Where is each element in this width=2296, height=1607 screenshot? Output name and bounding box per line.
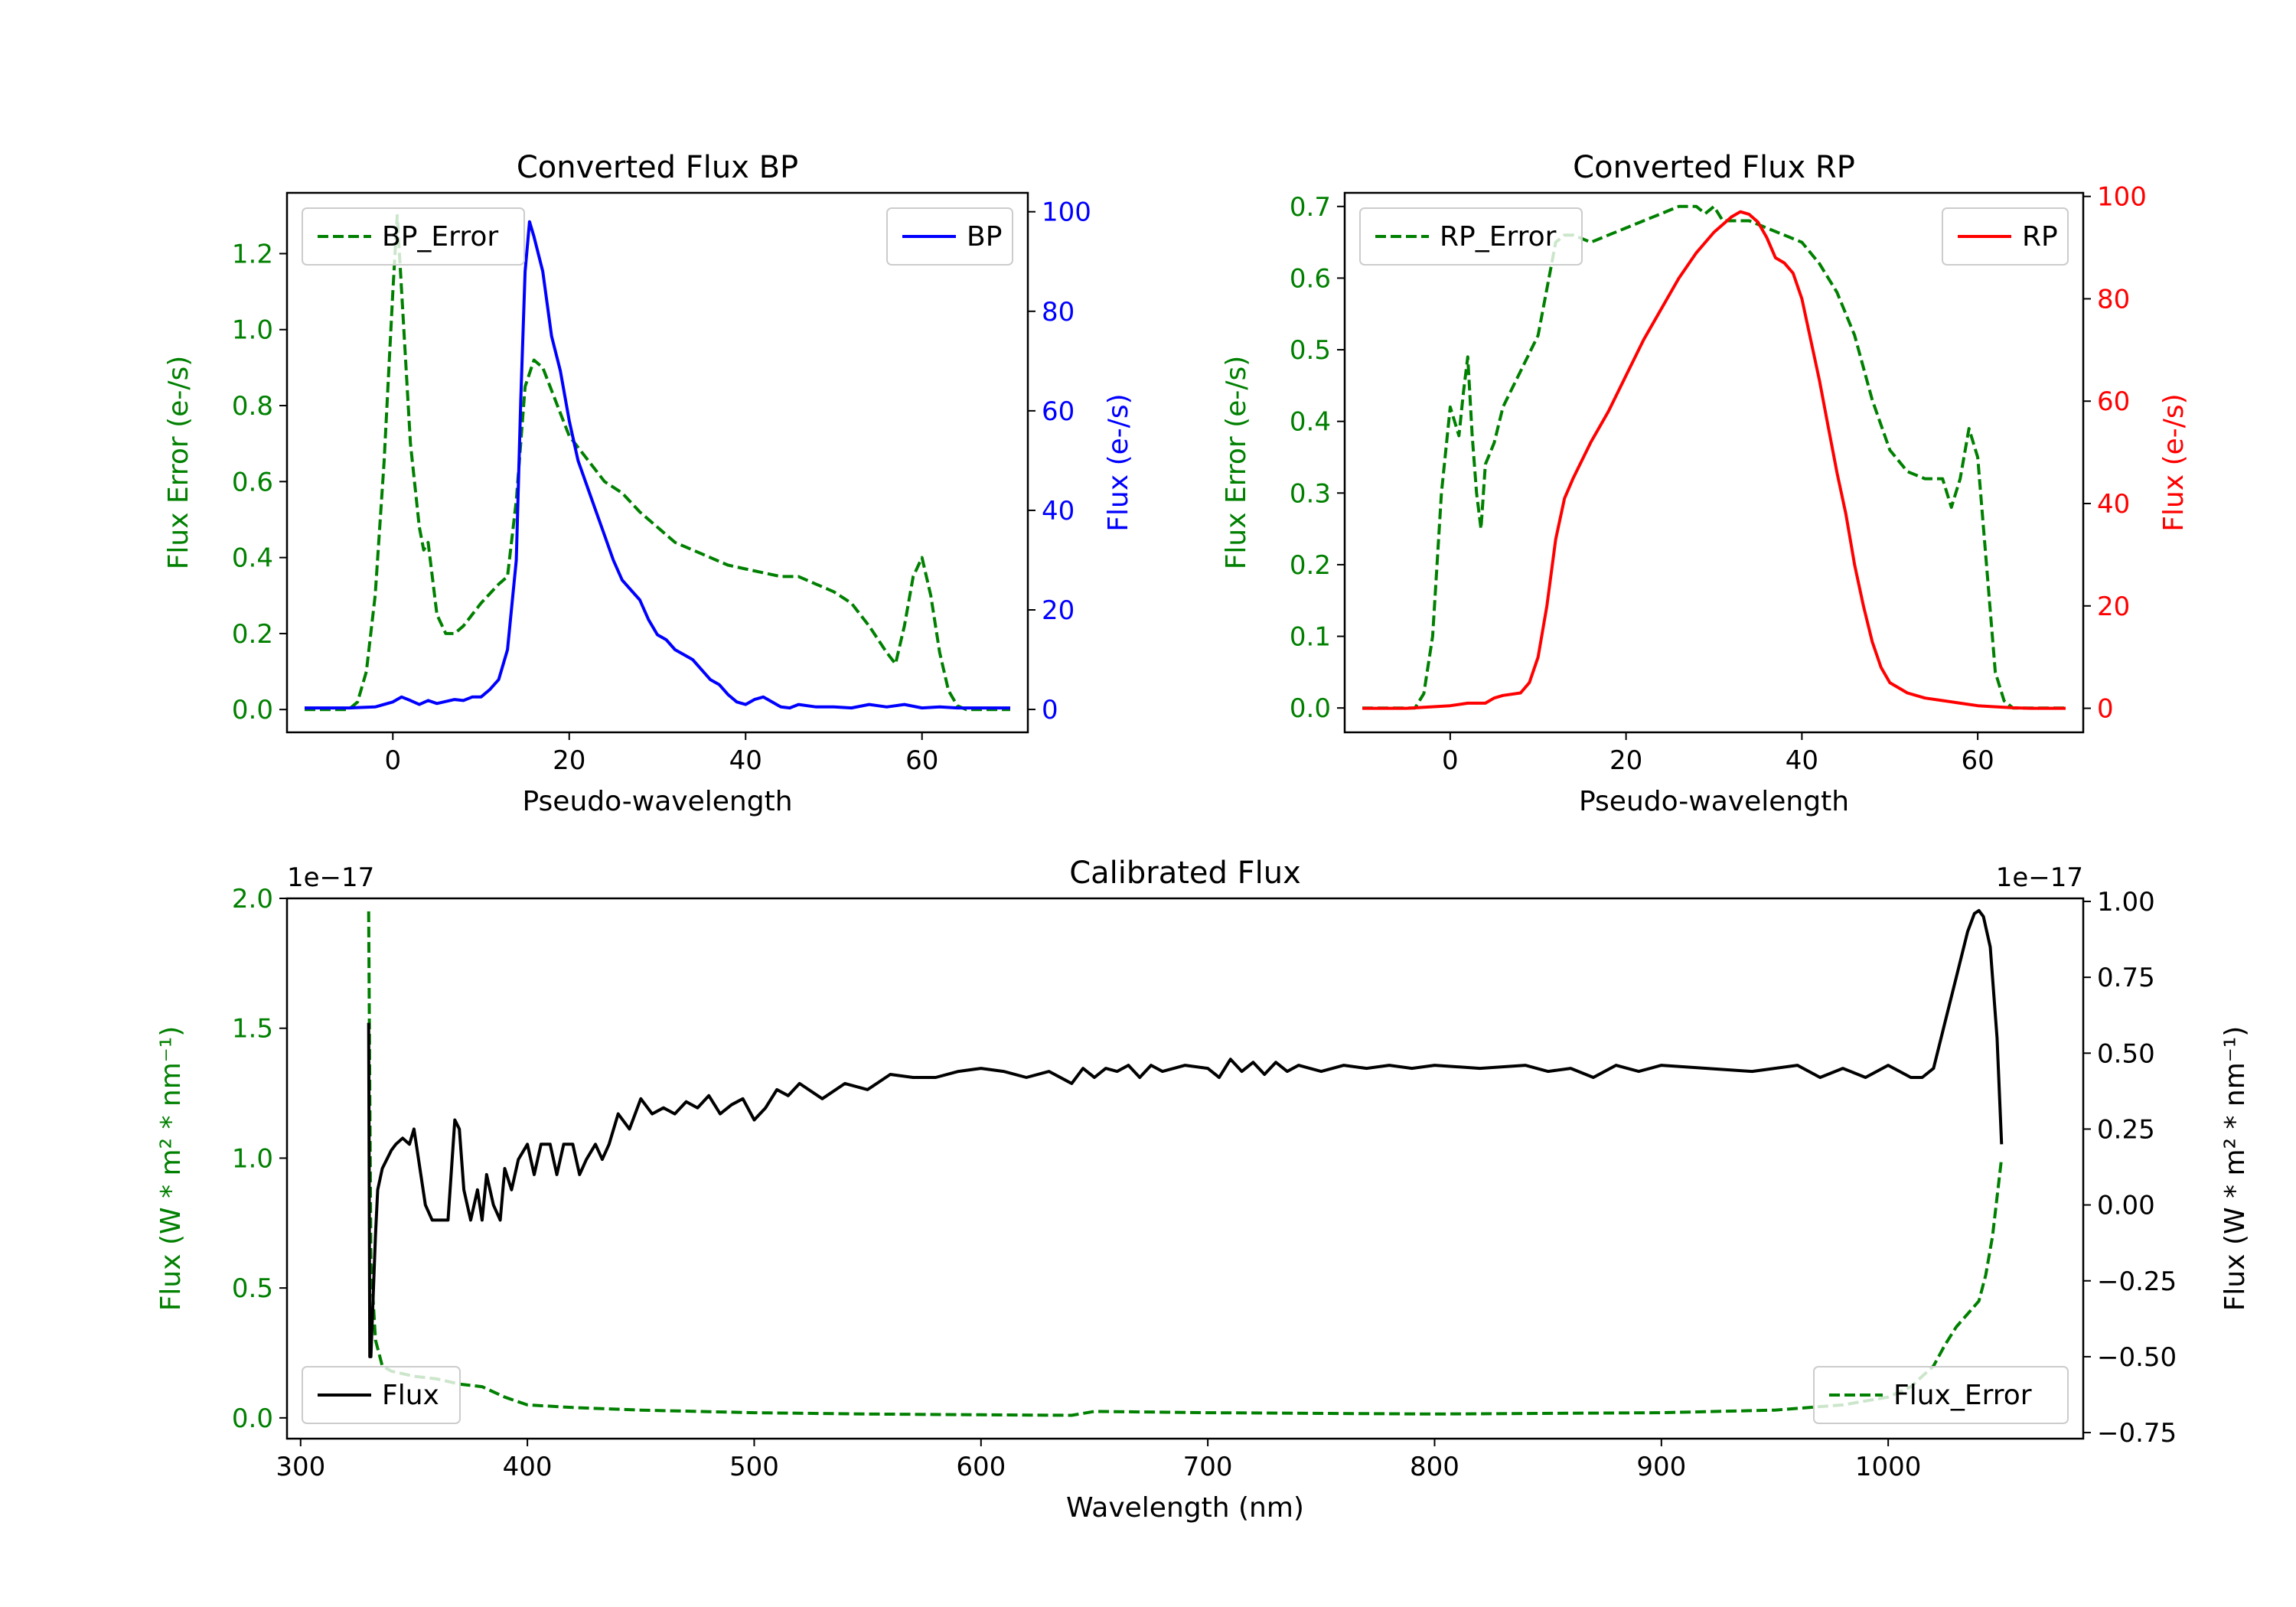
bp-y-left-tick-label: 1.2 [232, 239, 273, 269]
bp-legend-flux: BP [886, 207, 1013, 266]
calibrated-series-flux-error [367, 911, 2004, 1417]
rp-y-left-tick-label: 0.1 [1290, 622, 1331, 653]
rp-y-right-tick-label: 20 [2097, 592, 2130, 622]
bp-y-left-axis-label: Flux Error (e-/s) [163, 356, 194, 570]
calibrated-y-right-tick-label: 0.25 [2097, 1114, 2155, 1145]
calibrated-x-tick-label: 900 [1636, 1452, 1686, 1482]
rp-y-right-tick-label: 60 [2097, 386, 2130, 417]
legend-label: RP_Error [1440, 221, 1557, 253]
calibrated-y-left-tick-label: 1.5 [232, 1014, 273, 1045]
rp-series-rp [1362, 210, 2066, 710]
rp-legend-flux: RP [1942, 207, 2069, 266]
rp-y-right-tick-label: 100 [2097, 182, 2147, 213]
legend-label: Flux [382, 1380, 439, 1411]
rp-y-right-tick-label: 40 [2097, 489, 2130, 520]
bp-y-right-tick-label: 0 [1042, 695, 1058, 725]
legend-box [1813, 1366, 2069, 1424]
rp-plot-frame [1343, 191, 2085, 734]
bp-title: Converted Flux BP [517, 150, 798, 185]
bp-x-tick-label: 60 [905, 745, 938, 776]
rp-chart: 0 20 40 60 0.0 0.1 0.2 0.3 0.4 0.5 0.6 0.7 0 20 40 60 80… [1221, 150, 2190, 817]
calibrated-x-tick-label: 500 [729, 1452, 779, 1482]
calibrated-x-tick-label: 1000 [1855, 1452, 1922, 1482]
bp-legend-error: BP_Error [302, 207, 525, 266]
rp-y-left-axis-label: Flux Error (e-/s) [1221, 356, 1252, 570]
calibrated-y-right-tick-label: 0.75 [2097, 963, 2155, 993]
bp-y-left-tick-label: 1.0 [232, 315, 273, 346]
legend-box [302, 207, 525, 266]
legend-box [302, 1366, 461, 1424]
calibrated-legend-flux-error: Flux_Error [1813, 1366, 2069, 1424]
calibrated-y-right-tick-label: 0.50 [2097, 1038, 2155, 1069]
bp-y-left-tick-label: 0.4 [232, 543, 273, 574]
calibrated-legend-flux: Flux [302, 1366, 461, 1424]
rp-y-left-tick-label: 0.4 [1290, 407, 1331, 438]
calibrated-series-flux [367, 908, 2004, 1358]
legend-box [1359, 207, 1583, 266]
bp-chart: 0 20 40 60 0.0 0.2 0.4 0.6 0.8 1.0 1.2 0 20 40 60 80 100… [163, 150, 1134, 817]
calibrated-x-tick-label: 400 [503, 1452, 553, 1482]
calibrated-x-tick-label: 700 [1183, 1452, 1233, 1482]
calibrated-y-left-tick-label: 0.5 [232, 1273, 273, 1304]
calibrated-offset-right: 1e−17 [1996, 862, 2083, 893]
bp-y-left-tick-label: 0.6 [232, 467, 273, 497]
rp-y-left-tick-label: 0.7 [1290, 192, 1331, 223]
legend-label: BP [967, 221, 1002, 253]
calibrated-x-tick-label: 600 [956, 1452, 1006, 1482]
calibrated-x-tick-label: 800 [1410, 1452, 1459, 1482]
bp-y-right-tick-label: 40 [1042, 496, 1075, 526]
bp-x-tick-label: 20 [553, 745, 585, 776]
calibrated-y-left-axis-label: Flux (W * m² * nm⁻¹) [155, 1026, 187, 1312]
calibrated-y-right-axis-label: Flux (W * m² * nm⁻¹) [2219, 1026, 2251, 1312]
bp-series-bp-error [305, 214, 1010, 712]
bp-y-left-tick-label: 0.2 [232, 619, 273, 650]
calibrated-y-left-tick-label: 2.0 [232, 884, 273, 914]
calibrated-x-axis-label: Wavelength (nm) [1066, 1492, 1304, 1524]
calibrated-y-right-tick-label: −0.50 [2097, 1342, 2177, 1373]
rp-x-tick-label: 40 [1786, 745, 1818, 776]
bp-x-tick-label: 40 [729, 745, 762, 776]
rp-legend-error: RP_Error [1359, 207, 1583, 266]
rp-y-left-tick-label: 0.6 [1290, 263, 1331, 294]
bp-y-right-tick-label: 60 [1042, 396, 1075, 427]
rp-y-right-tick-label: 80 [2097, 284, 2130, 315]
calibrated-plot-frame [285, 897, 2085, 1440]
rp-y-left-tick-label: 0.2 [1290, 550, 1331, 581]
bp-x-tick-label: 0 [384, 745, 401, 776]
bp-y-left-tick-label: 0.8 [232, 391, 273, 422]
bp-y-right-axis-label: Flux (e-/s) [1103, 393, 1134, 531]
rp-y-left-tick-label: 0.3 [1290, 478, 1331, 509]
rp-y-right-tick-label: 0 [2097, 694, 2114, 725]
legend-label: BP_Error [382, 221, 498, 253]
legend-label: Flux_Error [1893, 1380, 2032, 1411]
bp-plot-frame [285, 191, 1029, 734]
calibrated-y-left-tick-label: 1.0 [232, 1143, 273, 1174]
rp-x-axis-label: Pseudo-wavelength [1579, 786, 1849, 817]
legend-label: RP [2022, 221, 2058, 253]
calibrated-x-tick-label: 300 [276, 1452, 325, 1482]
calibrated-title: Calibrated Flux [1069, 856, 1301, 891]
rp-x-tick-label: 60 [1962, 745, 1994, 776]
calibrated-y-right-tick-label: 1.00 [2097, 887, 2155, 918]
bp-y-left-tick-label: 0.0 [232, 695, 273, 725]
bp-y-right-tick-label: 80 [1042, 297, 1075, 328]
calibrated-y-left-tick-label: 0.0 [232, 1403, 273, 1434]
rp-series-rp-error [1362, 204, 2066, 710]
rp-y-left-tick-label: 0.0 [1290, 693, 1331, 724]
calibrated-offset-left: 1e−17 [287, 862, 374, 893]
rp-x-tick-label: 20 [1609, 745, 1642, 776]
bp-y-right-tick-label: 100 [1042, 197, 1091, 228]
rp-x-tick-label: 0 [1442, 745, 1459, 776]
calibrated-y-right-tick-label: −0.75 [2097, 1418, 2177, 1449]
rp-y-left-tick-label: 0.5 [1290, 335, 1331, 366]
calibrated-y-right-tick-label: 0.00 [2097, 1191, 2155, 1221]
bp-x-axis-label: Pseudo-wavelength [522, 786, 792, 817]
rp-title: Converted Flux RP [1573, 150, 1855, 185]
rp-y-right-axis-label: Flux (e-/s) [2158, 393, 2190, 531]
bp-y-right-tick-label: 20 [1042, 595, 1075, 626]
calibrated-y-right-tick-label: −0.25 [2097, 1266, 2177, 1297]
calibrated-chart: 300 400 500 600 700 800 900 1000 0.0 0.5 1.0 1.5 2.0… [155, 856, 2251, 1524]
bp-series-bp [305, 220, 1010, 710]
